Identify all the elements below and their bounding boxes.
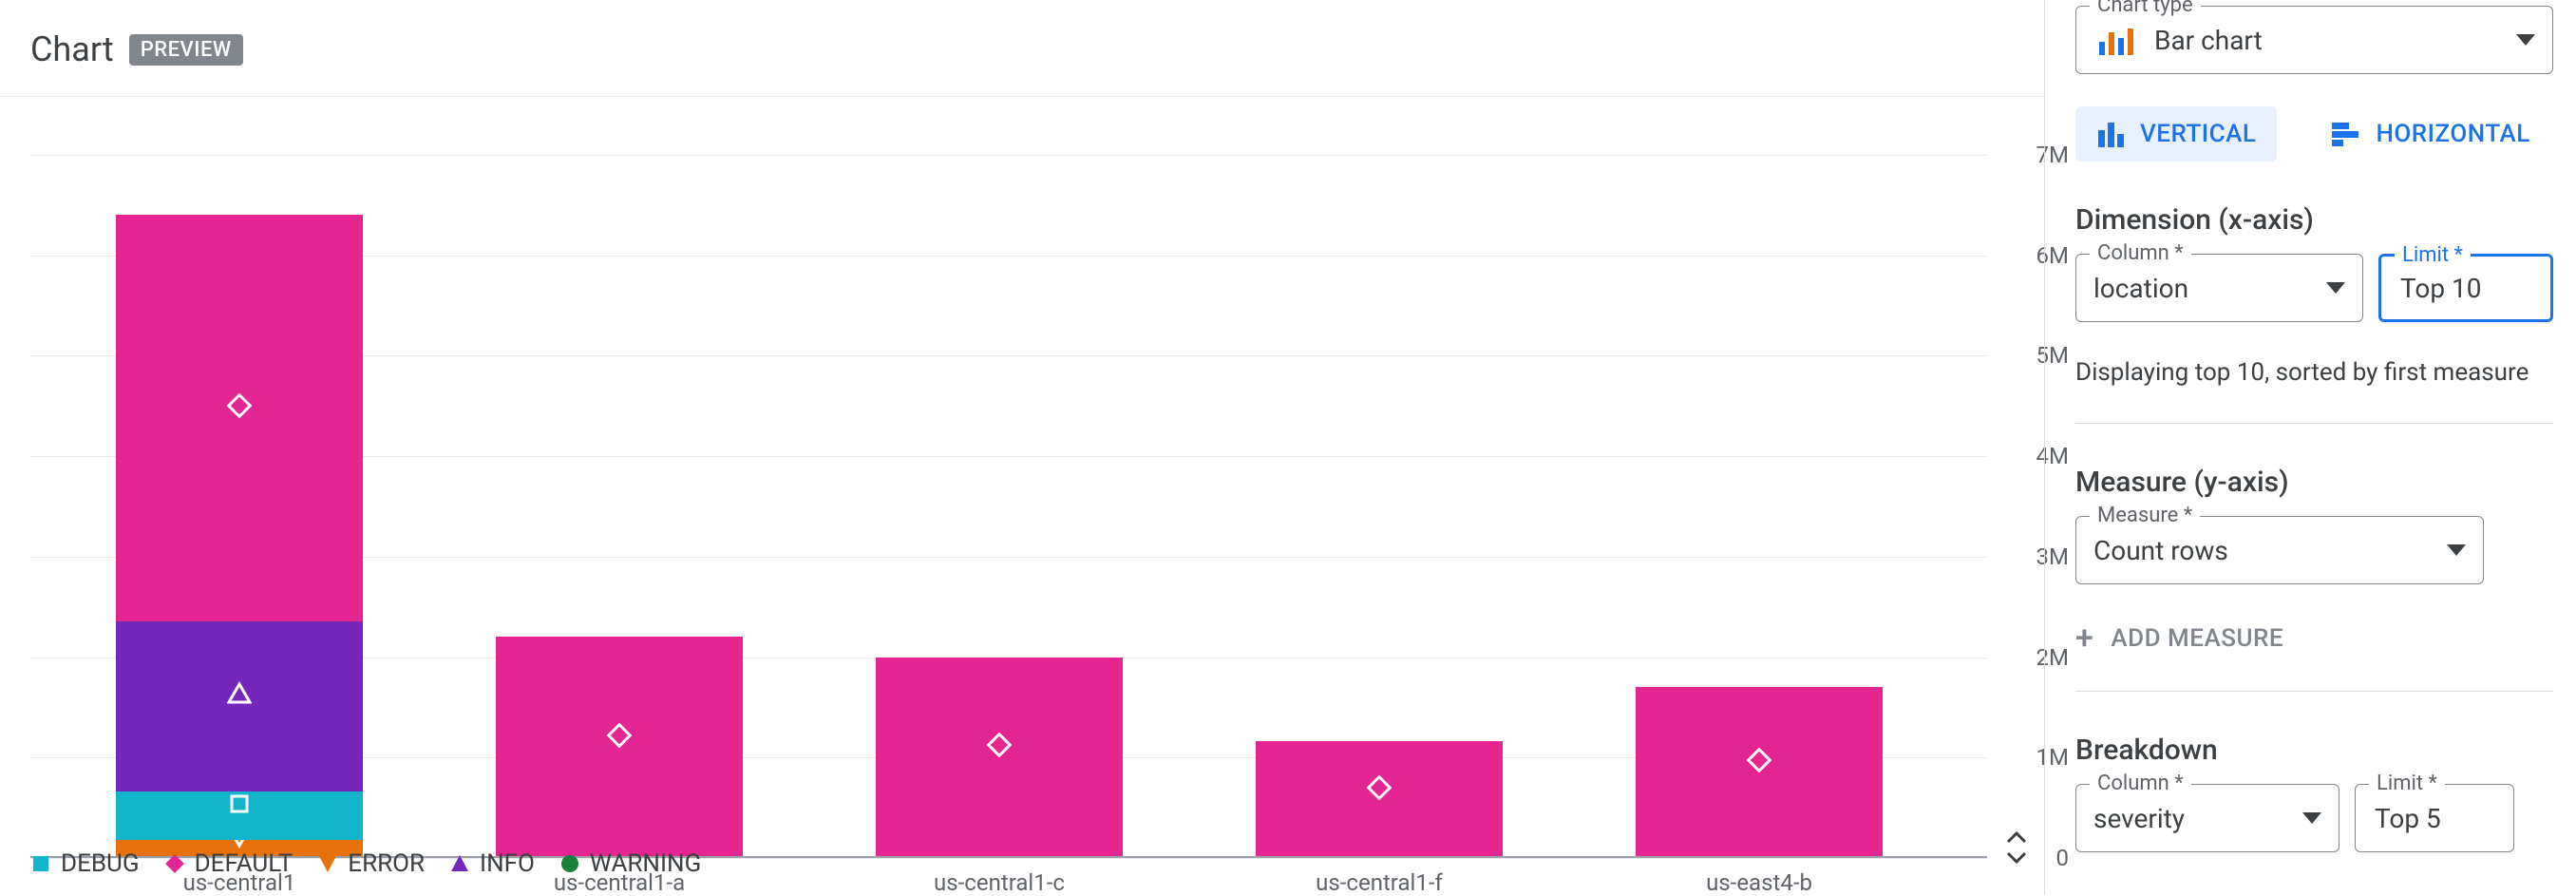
chart-legend: DEBUG DEFAULT ERROR INFO WARNING — [30, 849, 701, 878]
measure-section-title: Measure (y-axis) — [2075, 466, 2553, 499]
legend-item-default[interactable]: DEFAULT — [164, 849, 294, 878]
legend-item-debug[interactable]: DEBUG — [30, 849, 140, 878]
breakdown-limit-field[interactable] — [2373, 802, 2496, 835]
square-marker — [227, 791, 252, 816]
plus-icon: + — [2075, 622, 2093, 655]
breakdown-limit-label: Limit — [2369, 772, 2445, 795]
legend-label: DEBUG — [61, 849, 140, 878]
legend-label: DEFAULT — [195, 849, 294, 878]
add-measure-label: ADD MEASURE — [2111, 624, 2283, 653]
measure-value: Count rows — [2093, 535, 2447, 566]
chart-title-row: Chart PREVIEW — [30, 29, 2025, 98]
bar-chart-icon — [2093, 25, 2139, 55]
chart-type-label: Chart type — [2090, 0, 2201, 17]
chart-panel: Chart PREVIEW us-central1us-central1-aus… — [0, 0, 2044, 895]
chevron-down-icon — [2516, 34, 2535, 46]
dimension-limit-label: Limit — [2395, 243, 2471, 267]
diamond-marker — [1367, 775, 1392, 800]
x-tick-label: us-central1-f — [1316, 869, 1443, 896]
diamond-marker — [1747, 748, 1771, 772]
chart-title: Chart — [30, 29, 114, 69]
orientation-horizontal-button[interactable]: HORIZONTAL — [2311, 106, 2550, 162]
legend-label: INFO — [480, 849, 535, 878]
chevron-down-icon — [2302, 812, 2321, 824]
orientation-vertical-label: VERTICAL — [2140, 120, 2256, 148]
chevron-down-icon — [2326, 282, 2345, 294]
dimension-column-select[interactable]: Column location — [2075, 254, 2363, 322]
legend-item-info[interactable]: INFO — [449, 849, 535, 878]
chart-type-value: Bar chart — [2154, 25, 2516, 56]
diamond-marker — [607, 723, 632, 748]
orientation-vertical-button[interactable]: VERTICAL — [2075, 106, 2277, 162]
x-tick-label: us-east4-b — [1706, 869, 1812, 896]
breakdown-column-label: Column — [2090, 772, 2191, 795]
dimension-column-label: Column — [2090, 241, 2191, 265]
dimension-helper-text: Displaying top 10, sorted by first measu… — [2075, 358, 2553, 387]
scroll-hint-icon[interactable] — [2004, 829, 2029, 870]
diamond-marker — [227, 393, 252, 418]
measure-select[interactable]: Measure Count rows — [2075, 516, 2484, 584]
legend-item-error[interactable]: ERROR — [317, 849, 425, 878]
legend-item-warning[interactable]: WARNING — [559, 849, 701, 878]
legend-label: ERROR — [348, 849, 425, 878]
measure-label: Measure — [2090, 504, 2200, 527]
breakdown-column-value: severity — [2093, 803, 2302, 834]
preview-badge: PREVIEW — [129, 34, 243, 66]
chart-plot: us-central1us-central1-aus-central1-cus-… — [30, 155, 1987, 858]
config-panel: Chart type Bar chart VERTICAL HORIZONTAL… — [2044, 0, 2576, 895]
dimension-section-title: Dimension (x-axis) — [2075, 203, 2553, 237]
diamond-marker — [987, 733, 1012, 757]
legend-label: WARNING — [590, 849, 701, 878]
triangle-up-marker — [227, 681, 252, 706]
add-measure-button[interactable]: + ADD MEASURE — [2075, 622, 2553, 655]
chart-type-select[interactable]: Chart type Bar chart — [2075, 6, 2553, 74]
breakdown-column-select[interactable]: Column severity — [2075, 784, 2339, 852]
dimension-column-value: location — [2093, 273, 2326, 304]
breakdown-limit-input[interactable]: Limit — [2355, 784, 2514, 852]
breakdown-section-title: Breakdown — [2075, 734, 2553, 767]
chevron-down-icon — [2447, 544, 2466, 556]
dimension-limit-field[interactable] — [2398, 272, 2533, 305]
orientation-horizontal-label: HORIZONTAL — [2376, 120, 2529, 148]
dimension-limit-input[interactable]: Limit — [2378, 254, 2553, 322]
x-tick-label: us-central1-c — [934, 869, 1065, 896]
